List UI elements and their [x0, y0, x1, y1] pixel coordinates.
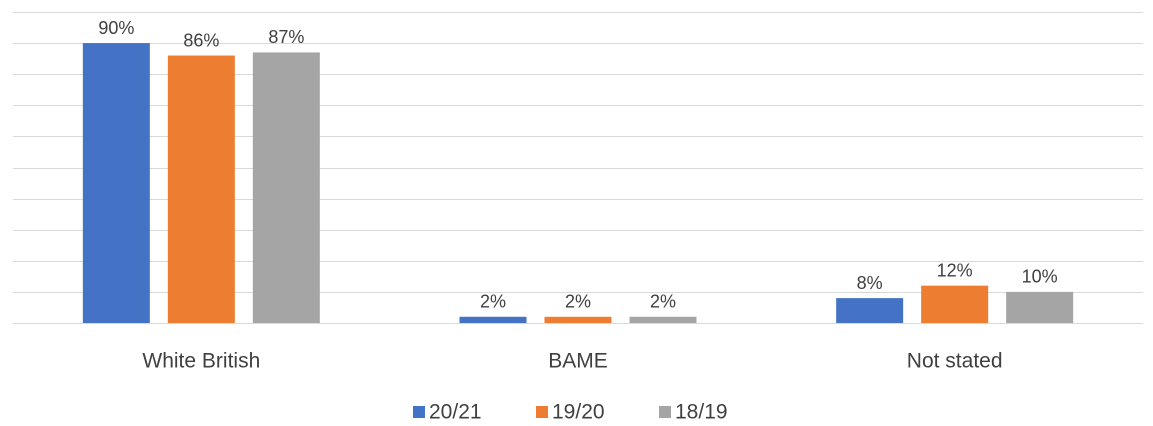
bar — [544, 316, 612, 323]
bar — [167, 55, 235, 323]
bar — [82, 43, 150, 323]
bar — [836, 298, 904, 323]
x-tick-label: White British — [142, 350, 260, 373]
data-label: 12% — [937, 260, 973, 280]
bar — [921, 285, 989, 323]
data-label: 86% — [183, 30, 219, 50]
data-label: 87% — [268, 27, 304, 47]
data-label: 2% — [480, 292, 506, 312]
legend-swatch — [659, 406, 671, 418]
data-label: 2% — [650, 292, 676, 312]
bar — [459, 316, 527, 323]
legend-swatch — [536, 406, 548, 418]
bar — [629, 316, 697, 323]
data-label: 90% — [98, 18, 134, 38]
bar — [252, 52, 320, 324]
legend-label: 20/21 — [429, 401, 482, 424]
x-tick-label: BAME — [548, 350, 608, 373]
x-tick-label: Not stated — [907, 350, 1003, 373]
legend-label: 19/20 — [552, 401, 605, 424]
legend-label: 18/19 — [675, 401, 728, 424]
legend-swatch — [413, 406, 425, 418]
data-label: 2% — [565, 292, 591, 312]
data-label: 10% — [1022, 267, 1058, 287]
data-label: 8% — [857, 273, 883, 293]
bar — [1006, 291, 1074, 323]
